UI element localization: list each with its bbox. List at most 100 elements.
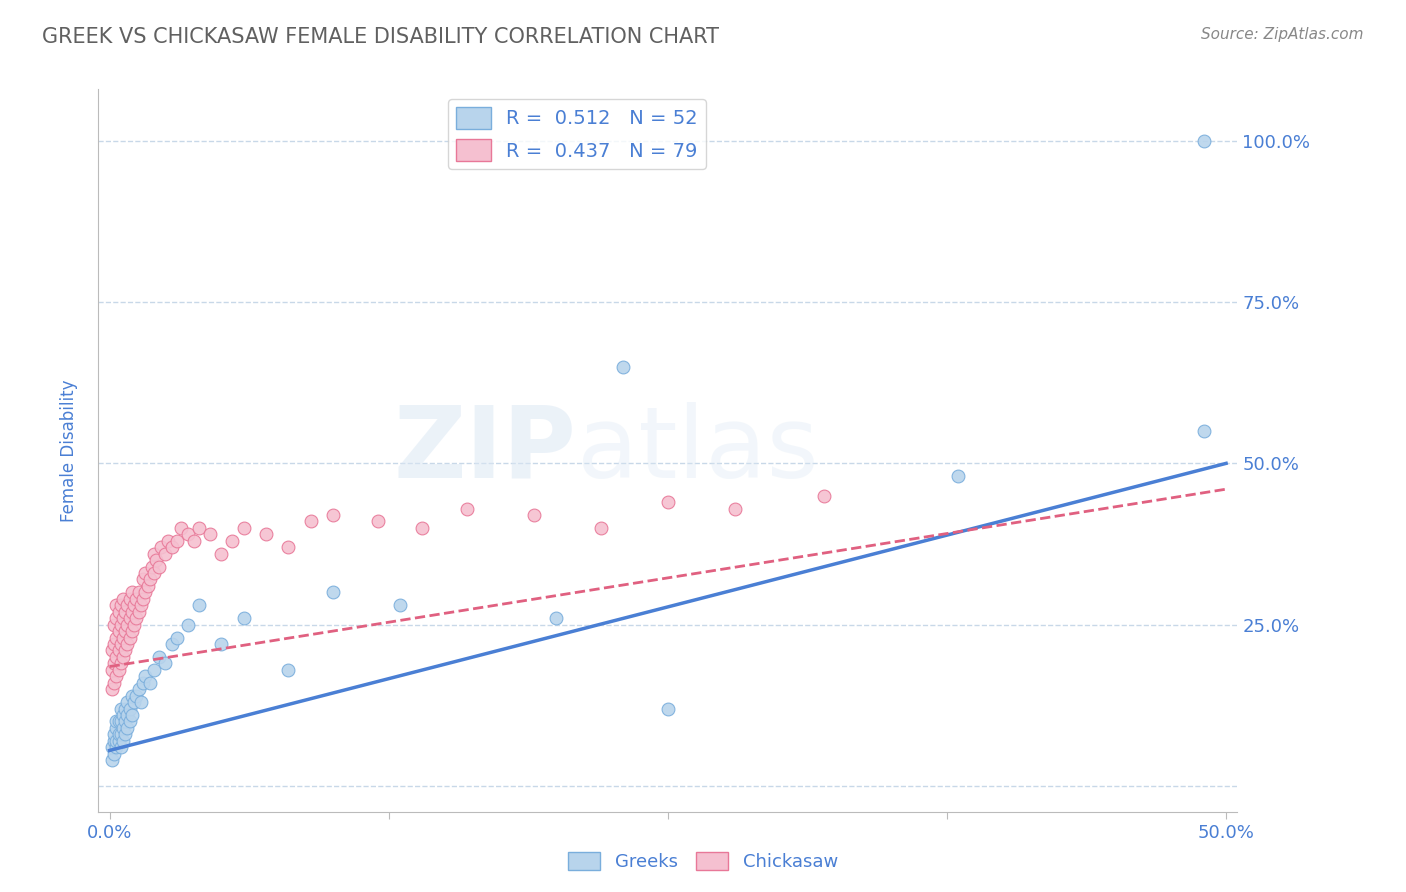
Point <box>117 617 139 632</box>
Point <box>322 585 344 599</box>
Point <box>117 599 139 613</box>
Point <box>232 521 254 535</box>
Point <box>143 566 166 580</box>
Point <box>209 637 232 651</box>
Point <box>110 617 132 632</box>
Point <box>122 617 145 632</box>
Point <box>160 540 183 554</box>
Point <box>177 617 200 632</box>
Point <box>125 591 148 606</box>
Point <box>128 682 150 697</box>
Text: ZIP: ZIP <box>394 402 576 499</box>
Point <box>254 527 277 541</box>
Point <box>103 637 125 651</box>
Point <box>103 747 125 761</box>
Point <box>121 605 143 619</box>
Point <box>114 714 136 729</box>
Point <box>121 708 143 723</box>
Point <box>110 714 132 729</box>
Point <box>232 611 254 625</box>
Point <box>143 547 166 561</box>
Point <box>166 631 188 645</box>
Point <box>105 714 128 729</box>
Point <box>103 617 125 632</box>
Point <box>813 489 835 503</box>
Point <box>114 624 136 639</box>
Point <box>155 547 177 561</box>
Point <box>101 643 124 657</box>
Point <box>111 649 134 664</box>
Point <box>110 727 132 741</box>
Point <box>546 611 568 625</box>
Point <box>657 495 679 509</box>
Point <box>456 501 478 516</box>
Point <box>107 733 129 747</box>
Point <box>107 727 129 741</box>
Point <box>105 740 128 755</box>
Point <box>724 501 747 516</box>
Point <box>114 701 136 715</box>
Point <box>946 469 969 483</box>
Point <box>277 540 299 554</box>
Point <box>105 721 128 735</box>
Point <box>110 599 132 613</box>
Point <box>523 508 546 522</box>
Point <box>117 721 139 735</box>
Point <box>134 669 156 683</box>
Point <box>589 521 612 535</box>
Point <box>299 515 322 529</box>
Point <box>134 566 156 580</box>
Point <box>105 669 128 683</box>
Point <box>1192 424 1215 438</box>
Point <box>148 649 170 664</box>
Point <box>156 533 179 548</box>
Point <box>105 611 128 625</box>
Legend: R =  0.512   N = 52, R =  0.437   N = 79: R = 0.512 N = 52, R = 0.437 N = 79 <box>449 99 706 169</box>
Point <box>114 727 136 741</box>
Point <box>110 657 132 671</box>
Point <box>187 521 209 535</box>
Point <box>143 663 166 677</box>
Point <box>111 611 134 625</box>
Point <box>657 701 679 715</box>
Point <box>114 643 136 657</box>
Point <box>105 649 128 664</box>
Point <box>183 533 205 548</box>
Point <box>107 605 129 619</box>
Point <box>110 637 132 651</box>
Point <box>107 624 129 639</box>
Point <box>103 675 125 690</box>
Point <box>103 727 125 741</box>
Point <box>107 663 129 677</box>
Point <box>118 701 141 715</box>
Text: GREEK VS CHICKASAW FEMALE DISABILITY CORRELATION CHART: GREEK VS CHICKASAW FEMALE DISABILITY COR… <box>42 27 720 46</box>
Point <box>105 733 128 747</box>
Point <box>117 708 139 723</box>
Point <box>612 359 634 374</box>
Point <box>277 663 299 677</box>
Point <box>166 533 188 548</box>
Y-axis label: Female Disability: Female Disability <box>59 379 77 522</box>
Point <box>129 599 152 613</box>
Point <box>105 599 128 613</box>
Point <box>122 695 145 709</box>
Point <box>145 553 167 567</box>
Text: atlas: atlas <box>576 402 818 499</box>
Point <box>209 547 232 561</box>
Text: Source: ZipAtlas.com: Source: ZipAtlas.com <box>1201 27 1364 42</box>
Point <box>170 521 193 535</box>
Point <box>187 599 209 613</box>
Point <box>141 559 163 574</box>
Point <box>128 605 150 619</box>
Point <box>117 695 139 709</box>
Point <box>118 631 141 645</box>
Point <box>117 637 139 651</box>
Point <box>132 573 155 587</box>
Point <box>177 527 200 541</box>
Point <box>118 714 141 729</box>
Point <box>101 753 124 767</box>
Point <box>122 599 145 613</box>
Point <box>121 689 143 703</box>
Point <box>136 579 159 593</box>
Point <box>139 675 162 690</box>
